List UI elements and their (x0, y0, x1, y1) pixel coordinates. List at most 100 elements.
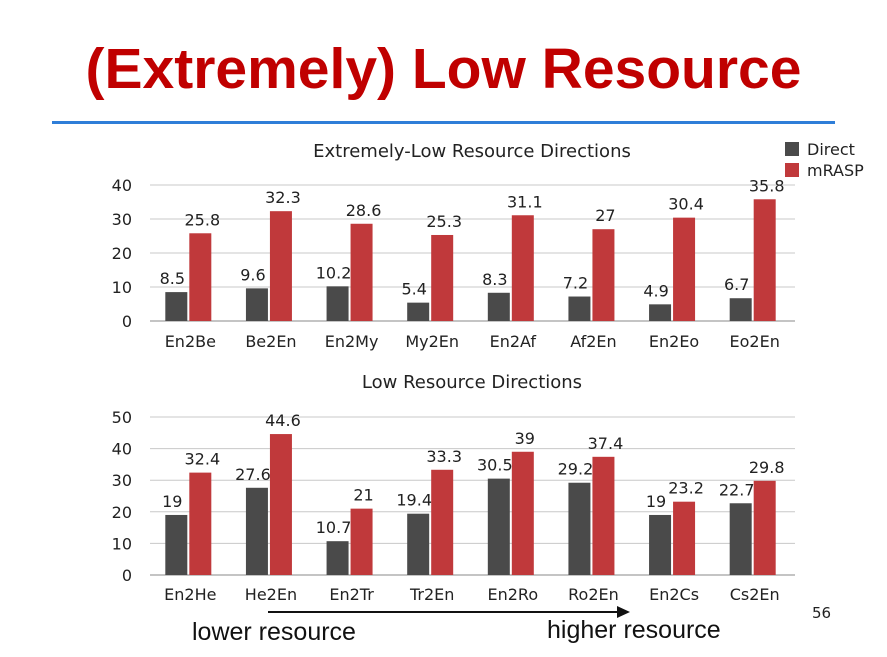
chart2-data-label-mrasp: 44.6 (265, 411, 301, 430)
chart1-data-label-mrasp: 31.1 (507, 192, 543, 211)
chart1-plot: 0 10 20 30 40 En2Be 8.5 25.8 Be2En 9.6 32.3 En2My 10… (112, 176, 795, 351)
chart2-data-label-mrasp: 21 (353, 486, 373, 505)
chart2-bar-mrasp (350, 508, 373, 575)
chart1-bar-mrasp (673, 217, 696, 321)
chart1-data-label-direct: 8.5 (160, 269, 185, 288)
chart2-data-label-direct: 19 (646, 492, 666, 511)
chart2-y-tick-label: 40 (112, 440, 132, 459)
chart2-data-label-mrasp: 23.2 (668, 479, 704, 498)
chart2-bar-mrasp (753, 480, 776, 575)
chart1-data-label-direct: 8.3 (482, 270, 507, 289)
chart2-bar-direct (649, 514, 672, 575)
chart1-bar-mrasp (431, 234, 454, 321)
chart2-category-label: Cs2En (730, 585, 780, 604)
chart2-data-label-mrasp: 39 (515, 429, 535, 448)
chart1-category-label: En2Be (165, 332, 216, 351)
chart1-data-label-mrasp: 25.3 (426, 212, 462, 231)
chart2-category-label: Ro2En (568, 585, 619, 604)
chart1-category-label: En2My (325, 332, 379, 351)
chart2-y-tick-label: 50 (112, 408, 132, 427)
chart2-data-label-mrasp: 32.4 (185, 450, 221, 469)
chart2-y-tick-label: 10 (112, 534, 132, 553)
chart1-y-tick-label: 0 (122, 312, 132, 331)
chart1-bar-direct (407, 302, 430, 321)
legend-label-mrasp: mRASP (807, 161, 864, 180)
chart2-data-label-direct: 29.2 (558, 460, 594, 479)
chart1-bar-direct (649, 304, 672, 321)
chart1-data-label-direct: 5.4 (401, 280, 426, 299)
chart2-bar-direct (245, 487, 268, 575)
chart1-category-label: Eo2En (730, 332, 780, 351)
chart1-bar-direct (487, 292, 510, 321)
chart1-bar-direct (245, 288, 268, 321)
chart1-category-label: Be2En (245, 332, 296, 351)
chart2-title: Low Resource Directions (362, 372, 582, 393)
chart2-bar-direct (729, 503, 752, 575)
chart2-y-tick-label: 30 (112, 471, 132, 490)
chart2-y-tick-label: 20 (112, 503, 132, 522)
chart1-bar-mrasp (350, 223, 373, 321)
chart2-bar-direct (165, 514, 188, 575)
chart2-bar-mrasp (269, 434, 292, 575)
chart1-category-label: En2Af (490, 332, 537, 351)
chart2-data-label-direct: 19.4 (396, 491, 432, 510)
chart1-bar-mrasp (511, 215, 534, 321)
chart1-bar-direct (729, 298, 752, 321)
chart2-bar-mrasp (189, 472, 212, 575)
chart2-category-label: En2Tr (329, 585, 374, 604)
chart2-bar-direct (326, 541, 349, 575)
chart2-bar-direct (487, 478, 510, 575)
chart2-data-label-direct: 19 (162, 492, 182, 511)
chart1-category-label: Af2En (570, 332, 616, 351)
chart1-bar-mrasp (269, 211, 292, 321)
chart1-data-label-direct: 9.6 (240, 265, 265, 284)
chart2-data-label-direct: 27.6 (235, 465, 271, 484)
chart1-title: Extremely-Low Resource Directions (313, 141, 631, 162)
chart2-category-label: Tr2En (409, 585, 454, 604)
chart1-data-label-direct: 4.9 (643, 281, 668, 300)
chart2-data-label-mrasp: 33.3 (426, 447, 462, 466)
chart1-bar-mrasp (753, 199, 776, 321)
chart2-data-label-mrasp: 29.8 (749, 458, 785, 477)
chart2-plot: 0 10 20 30 40 50 En2He 19 32.4 He2En 27.6 44.6 En2Tr… (112, 408, 795, 604)
chart2-bar-mrasp (431, 469, 454, 575)
chart1-data-label-mrasp: 30.4 (668, 195, 704, 214)
chart1-bar-mrasp (189, 233, 212, 321)
chart1-y-tick-label: 40 (112, 176, 132, 195)
chart1-data-label-mrasp: 32.3 (265, 188, 301, 207)
chart1-data-label-direct: 6.7 (724, 275, 749, 294)
chart2-data-label-direct: 22.7 (719, 480, 755, 499)
chart2-category-label: En2He (164, 585, 216, 604)
chart2-bar-mrasp (511, 451, 534, 575)
chart1-data-label-mrasp: 28.6 (346, 201, 382, 220)
footer-lower-resource: lower resource (192, 618, 356, 646)
chart1-data-label-mrasp: 35.8 (749, 176, 785, 195)
chart2-data-label-direct: 30.5 (477, 456, 513, 475)
chart1-bar-direct (165, 292, 188, 321)
resource-arrow (268, 606, 630, 618)
slide-title: (Extremely) Low Resource (85, 37, 802, 101)
legend: Direct mRASP (785, 140, 864, 180)
title-rule (52, 121, 835, 124)
chart1-data-label-direct: 10.2 (316, 263, 352, 282)
chart1-data-label-mrasp: 25.8 (185, 210, 221, 229)
page-number: 56 (812, 604, 832, 622)
chart1-bar-mrasp (592, 229, 615, 321)
chart2-bar-direct (568, 482, 591, 575)
chart2-y-tick-label: 0 (122, 566, 132, 585)
chart1-y-tick-label: 10 (112, 278, 132, 297)
chart2-category-label: En2Ro (488, 585, 539, 604)
legend-swatch-direct (785, 142, 799, 156)
chart1-category-label: My2En (405, 332, 459, 351)
chart1-y-tick-label: 20 (112, 244, 132, 263)
chart2-category-label: He2En (245, 585, 297, 604)
resource-arrow-head (617, 606, 630, 618)
chart1-data-label-mrasp: 27 (595, 206, 615, 225)
footer-higher-resource: higher resource (547, 616, 721, 644)
chart1-y-tick-label: 30 (112, 210, 132, 229)
chart2-bar-mrasp (673, 501, 696, 575)
chart1-data-label-direct: 7.2 (563, 274, 588, 293)
chart1-bar-direct (568, 296, 591, 321)
chart2-bar-direct (407, 513, 430, 575)
